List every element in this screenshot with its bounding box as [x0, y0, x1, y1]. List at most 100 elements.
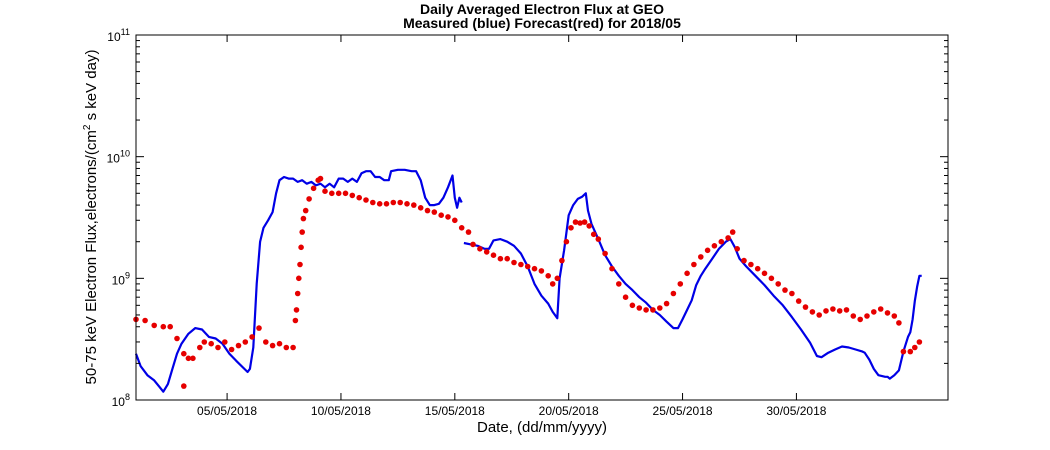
forecast-point: [310, 185, 317, 192]
chart-subtitle: Measured (blue) Forecast(red) for 2018/0…: [403, 15, 681, 31]
forecast-point: [629, 302, 636, 309]
forecast-point: [864, 313, 870, 319]
forecast-point: [483, 249, 490, 255]
forecast-point: [397, 199, 404, 206]
y-tick-label-exponent: 10: [120, 149, 130, 159]
forecast-point: [151, 322, 157, 329]
forecast-point: [249, 334, 255, 340]
forecast-point: [650, 307, 656, 313]
forecast-point: [276, 340, 283, 347]
forecast-point: [477, 246, 483, 252]
x-tick-label: 10/05/2018: [311, 404, 371, 418]
forecast-point: [729, 229, 736, 235]
forecast-point: [549, 281, 556, 287]
forecast-point: [185, 355, 192, 362]
x-tick-label: 25/05/2018: [653, 404, 713, 418]
forecast-point: [823, 308, 829, 314]
forecast-point: [300, 215, 307, 222]
forecast-point: [802, 304, 809, 310]
forecast-point: [190, 355, 196, 362]
forecast-point: [691, 261, 697, 268]
forecast-point: [896, 320, 902, 326]
forecast-point: [622, 294, 629, 301]
forecast-point: [302, 207, 309, 214]
forecast-point: [363, 197, 369, 203]
forecast-point: [916, 339, 923, 345]
forecast-point: [563, 238, 570, 245]
forecast-point: [609, 265, 615, 272]
forecast-point: [197, 344, 203, 351]
y-tick-label-exponent: 8: [125, 392, 130, 402]
forecast-point: [242, 339, 249, 345]
y-tick-label-base: 10: [107, 152, 121, 166]
y-tick-label: 1011: [107, 27, 130, 44]
forecast-point: [734, 246, 740, 252]
forecast-point: [452, 217, 458, 224]
forecast-point: [504, 255, 511, 262]
forecast-point: [877, 306, 884, 312]
x-tick-label: 20/05/2018: [539, 404, 599, 418]
forecast-point: [871, 309, 877, 315]
forecast-point: [322, 188, 328, 194]
forecast-point: [465, 229, 472, 235]
forecast-point: [404, 201, 410, 207]
forecast-point: [768, 275, 775, 282]
y-tick-label-exponent: 11: [121, 27, 130, 37]
forecast-point: [329, 190, 335, 197]
forecast-point: [335, 190, 342, 197]
chart-title: Daily Averaged Electron Flux at GEO: [419, 1, 665, 17]
forecast-point: [595, 236, 602, 242]
forecast-point: [538, 268, 545, 274]
forecast-point: [602, 250, 608, 257]
forecast-point: [293, 307, 300, 313]
forecast-point: [568, 225, 574, 231]
plot-frame: [135, 34, 949, 401]
forecast-point: [581, 219, 588, 225]
forecast-point: [376, 201, 383, 207]
y-tick-label-exponent: 9: [125, 270, 130, 280]
forecast-point: [741, 257, 747, 264]
forecast-point: [636, 305, 643, 311]
forecast-point: [263, 339, 269, 345]
forecast-point: [830, 306, 836, 312]
forecast-point: [297, 261, 303, 268]
measured-series-line: [134, 168, 463, 393]
y-tick-label-base: 10: [107, 30, 121, 44]
forecast-point: [857, 316, 863, 323]
forecast-point: [559, 257, 565, 264]
y-tick-label: 109: [112, 270, 130, 287]
x-tick-label: 30/05/2018: [766, 404, 826, 418]
forecast-point: [383, 201, 390, 207]
forecast-point: [572, 219, 579, 225]
forecast-point: [891, 313, 898, 319]
y-axis-label: 50-75 keV Electron Flux,electrons/(cm2 s…: [82, 50, 100, 385]
forecast-point: [256, 325, 262, 331]
forecast-point: [657, 305, 663, 311]
y-tick-label-base: 10: [112, 273, 126, 287]
forecast-point: [299, 229, 306, 235]
forecast-point: [577, 220, 583, 226]
x-tick-label: 05/05/2018: [197, 404, 257, 418]
forecast-point: [761, 270, 768, 277]
forecast-point: [907, 348, 914, 355]
forecast-point: [616, 281, 622, 287]
forecast-point: [590, 231, 597, 238]
forecast-point: [215, 344, 221, 351]
plot-area: [136, 35, 948, 400]
forecast-point: [424, 207, 431, 214]
forecast-point: [677, 281, 684, 287]
forecast-point: [725, 235, 731, 241]
forecast-point: [490, 252, 497, 258]
y-tick-label: 108: [112, 392, 130, 409]
forecast-point: [306, 196, 312, 202]
forecast-point: [167, 323, 173, 330]
x-axis-label: Date, (dd/mm/yyyy): [477, 419, 607, 436]
y-axis-label-end: s keV day): [83, 50, 100, 125]
forecast-point: [704, 247, 711, 254]
forecast-point: [181, 383, 187, 389]
forecast-point: [789, 290, 795, 297]
forecast-point: [663, 300, 670, 307]
forecast-point: [411, 202, 417, 208]
